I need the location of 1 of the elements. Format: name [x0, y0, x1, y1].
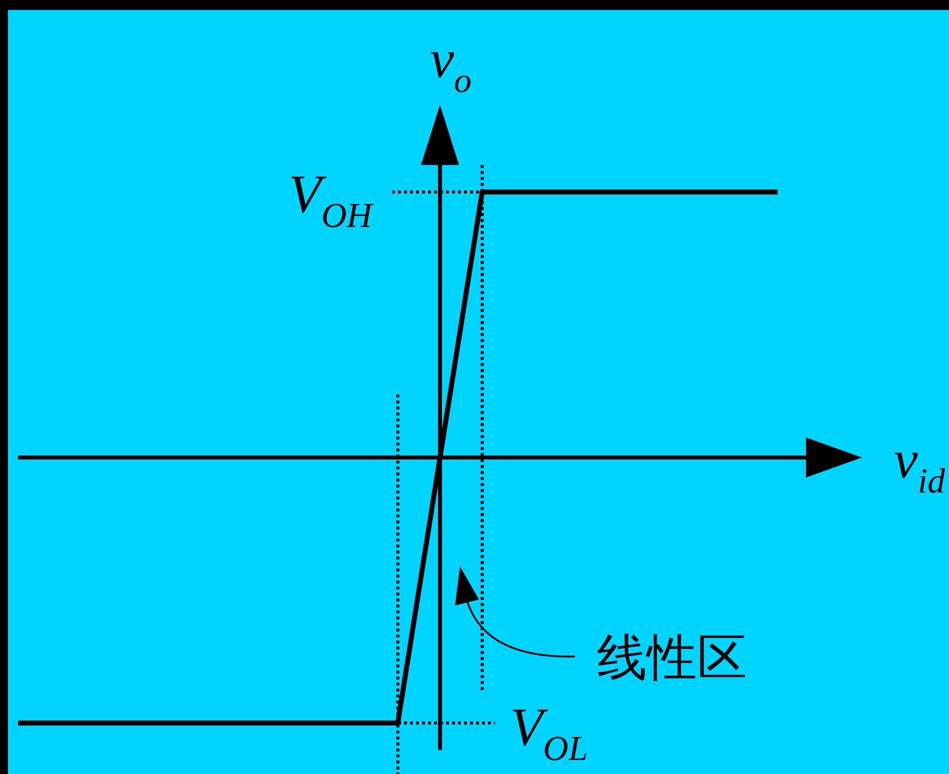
annotation: 线性区 — [597, 630, 747, 686]
